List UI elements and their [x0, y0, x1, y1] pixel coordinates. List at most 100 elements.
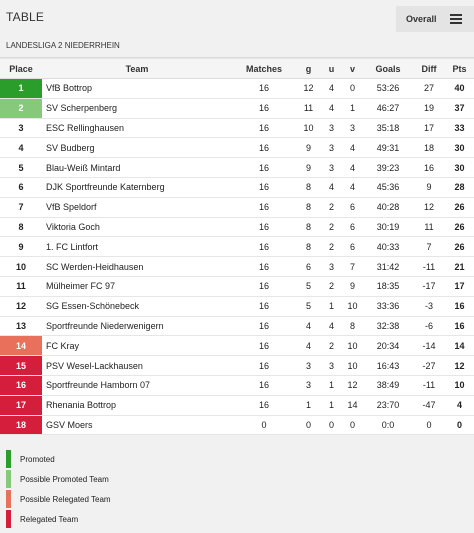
table-row[interactable]: 17 Rhenania Bottrop 16 1 1 14 23:70 -47 4 — [0, 395, 474, 416]
cell-u: 4 — [321, 316, 342, 337]
cell-g: 5 — [296, 296, 321, 317]
cell-matches: 16 — [232, 157, 296, 178]
table-row[interactable]: 4 SV Budberg 16 9 3 4 49:31 18 30 — [0, 137, 474, 159]
cell-v: 10 — [342, 296, 363, 317]
cell-u: 2 — [321, 236, 342, 258]
table-row[interactable]: 7 VfB Speldorf 16 8 2 6 40:28 12 26 — [0, 197, 474, 218]
cell-diff: 12 — [413, 197, 445, 218]
column-header-v[interactable]: v — [342, 58, 363, 79]
cell-v: 6 — [342, 197, 363, 218]
table-row[interactable]: 14 FC Kray 16 4 2 10 20:34 -14 14 — [0, 335, 474, 357]
table-row[interactable]: 6 DJK Sportfreunde Katernberg 16 8 4 4 45:36 9 2… — [0, 177, 474, 198]
cell-team[interactable]: Sportfreunde Hamborn 07 — [42, 375, 232, 396]
table-row[interactable]: 9 1. FC Lintfort 16 8 2 6 40:33 7 26 — [0, 236, 474, 258]
cell-team[interactable]: 1. FC Lintfort — [42, 236, 232, 258]
page-header: TABLE Overall — [0, 0, 474, 36]
cell-matches: 16 — [232, 256, 296, 277]
cell-team[interactable]: VfB Speldorf — [42, 197, 232, 218]
cell-place: 18 — [0, 415, 42, 436]
cell-diff: -3 — [413, 296, 445, 317]
cell-diff: 16 — [413, 157, 445, 178]
table-row[interactable]: 16 Sportfreunde Hamborn 07 16 3 1 12 38:49 -11 1… — [0, 375, 474, 396]
cell-pts: 40 — [445, 78, 474, 99]
cell-team[interactable]: SG Essen-Schönebeck — [42, 296, 232, 317]
cell-goals: 18:35 — [363, 276, 413, 297]
column-header-matches[interactable]: Matches — [232, 58, 296, 79]
hamburger-menu-icon[interactable] — [450, 6, 470, 32]
cell-v: 4 — [342, 157, 363, 178]
legend-item: Possible Promoted Team — [6, 469, 474, 489]
cell-team[interactable]: PSV Wesel-Lackhausen — [42, 355, 232, 376]
table-row[interactable]: 8 Viktoria Goch 16 8 2 6 30:19 11 26 — [0, 217, 474, 238]
legend-label: Relegated Team — [20, 514, 79, 524]
cell-u: 4 — [321, 78, 342, 99]
column-header-pts[interactable]: Pts — [445, 58, 474, 79]
legend-item: Possible Relegated Team — [6, 489, 474, 509]
cell-team[interactable]: DJK Sportfreunde Katernberg — [42, 177, 232, 198]
cell-goals: 39:23 — [363, 157, 413, 178]
table-row[interactable]: 10 SC Werden-Heidhausen 16 6 3 7 31:42 -11 21 — [0, 256, 474, 277]
overall-button[interactable]: Overall — [406, 14, 437, 24]
cell-team[interactable]: SV Budberg — [42, 137, 232, 159]
cell-place: 12 — [0, 296, 42, 317]
cell-diff: 11 — [413, 217, 445, 238]
cell-place: 5 — [0, 157, 42, 178]
cell-g: 4 — [296, 316, 321, 337]
legend-item: Promoted — [6, 449, 474, 469]
cell-goals: 16:43 — [363, 355, 413, 376]
column-header-goals[interactable]: Goals — [363, 58, 413, 79]
cell-diff: 7 — [413, 236, 445, 258]
cell-u: 2 — [321, 197, 342, 218]
cell-place: 9 — [0, 236, 42, 258]
cell-g: 8 — [296, 217, 321, 238]
table-row[interactable]: 1 VfB Bottrop 16 12 4 0 53:26 27 40 — [0, 78, 474, 99]
cell-team[interactable]: Viktoria Goch — [42, 217, 232, 238]
column-header-place[interactable]: Place — [0, 58, 42, 79]
table-row[interactable]: 13 Sportfreunde Niederwenigern 16 4 4 8 32:38-… — [0, 316, 474, 337]
cell-team[interactable]: FC Kray — [42, 335, 232, 357]
cell-diff: -14 — [413, 335, 445, 357]
cell-goals: 32:38 — [363, 316, 413, 337]
cell-team[interactable]: VfB Bottrop — [42, 78, 232, 99]
cell-matches: 16 — [232, 355, 296, 376]
cell-matches: 16 — [232, 217, 296, 238]
table-row[interactable]: 15 PSV Wesel-Lackhausen 16 3 3 10 16:43 -27 12 — [0, 355, 474, 376]
cell-team[interactable]: Blau-Weiß Mintard — [42, 157, 232, 178]
column-header-g[interactable]: g — [296, 58, 321, 79]
cell-pts: 12 — [445, 355, 474, 376]
cell-team[interactable]: GSV Moers — [42, 415, 232, 436]
cell-team[interactable]: SC Werden-Heidhausen — [42, 256, 232, 277]
cell-team[interactable]: ESC Rellinghausen — [42, 118, 232, 139]
cell-pts: 21 — [445, 256, 474, 277]
cell-pts: 30 — [445, 157, 474, 178]
cell-goals: 30:19 — [363, 217, 413, 238]
cell-pts: 4 — [445, 395, 474, 416]
cell-g: 1 — [296, 395, 321, 416]
legend-label: Promoted — [20, 454, 55, 464]
cell-g: 3 — [296, 375, 321, 396]
table-row[interactable]: 5 Blau-Weiß Mintard 16 9 3 4 39:23 16 30 — [0, 157, 474, 178]
table-row[interactable]: 11 Mülheimer FC 97 16 5 2 9 18:35 -17 17 — [0, 276, 474, 297]
table-row[interactable]: 18 GSV Moers 0 0 0 0 0:0 0 0 — [0, 415, 474, 436]
cell-pts: 26 — [445, 217, 474, 238]
table-row[interactable]: 3 ESC Rellinghausen 16 10 3 3 35:18 17 33 — [0, 118, 474, 139]
cell-pts: 16 — [445, 316, 474, 337]
table-row[interactable]: 12 SG Essen-Schönebeck 16 5 1 10 33:36 -3 16 — [0, 296, 474, 317]
column-header-u[interactable]: u — [321, 58, 342, 79]
legend-item: Relegated Team — [6, 509, 474, 529]
cell-team[interactable]: Mülheimer FC 97 — [42, 276, 232, 297]
cell-g: 4 — [296, 335, 321, 357]
cell-pts: 16 — [445, 296, 474, 317]
cell-goals: 33:36 — [363, 296, 413, 317]
column-header-team[interactable]: Team — [42, 58, 232, 79]
cell-team[interactable]: SV Scherpenberg — [42, 98, 232, 119]
cell-goals: 23:70 — [363, 395, 413, 416]
cell-place: 13 — [0, 316, 42, 337]
cell-g: 8 — [296, 197, 321, 218]
cell-v: 4 — [342, 177, 363, 198]
cell-team[interactable]: Sportfreunde Niederwenigern — [42, 316, 232, 337]
table-row[interactable]: 2 SV Scherpenberg 16 11 4 1 46:27 19 37 — [0, 98, 474, 119]
cell-team[interactable]: Rhenania Bottrop — [42, 395, 232, 416]
column-header-diff[interactable]: Diff — [413, 58, 445, 79]
cell-place: 10 — [0, 256, 42, 277]
